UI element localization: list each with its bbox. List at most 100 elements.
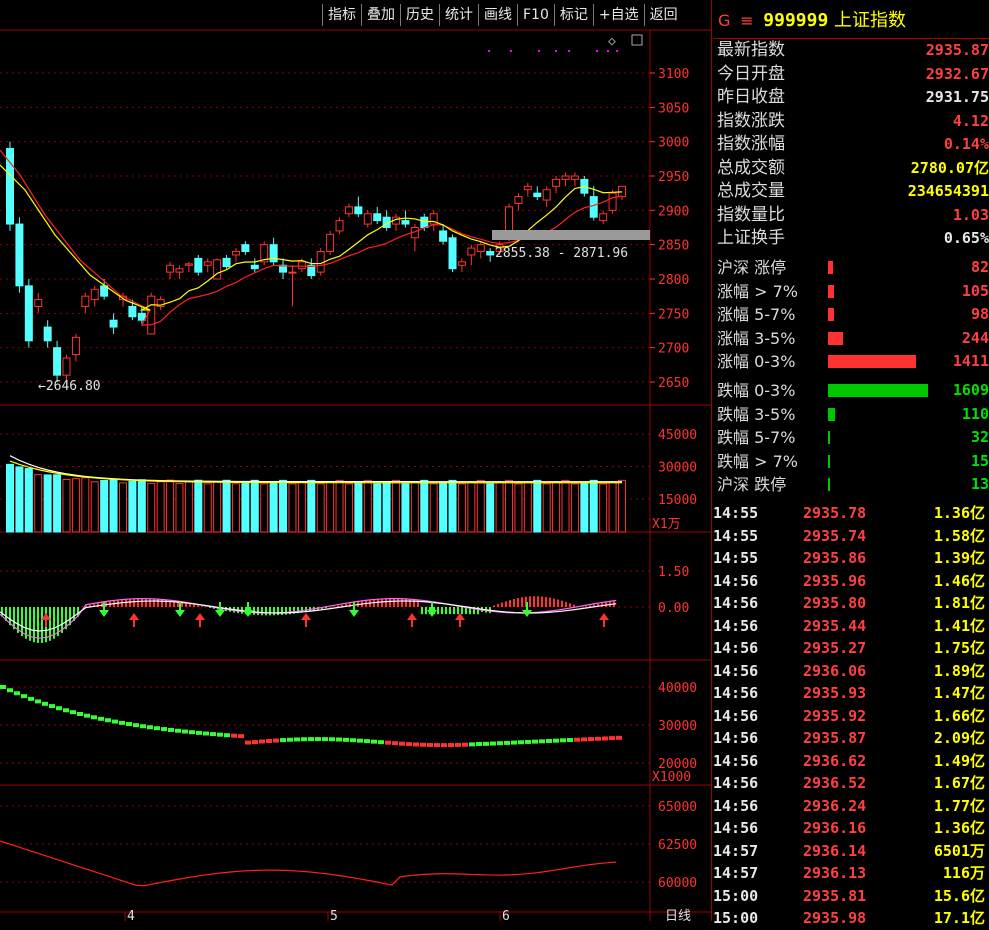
ind2-segment bbox=[574, 737, 580, 742]
breadth-bar bbox=[828, 261, 833, 274]
candle-body bbox=[100, 285, 109, 297]
ind2-segment bbox=[77, 711, 83, 716]
candle-body bbox=[486, 251, 495, 256]
quote-value: 2780.07亿 bbox=[910, 158, 989, 177]
candle-body bbox=[43, 326, 52, 342]
tick-time: 14:55 bbox=[713, 526, 759, 545]
tick-row: 14:55 2935.74 1.58亿 bbox=[713, 525, 985, 548]
tick-row: 14:56 2935.87 2.09亿 bbox=[713, 727, 985, 750]
kline-chart-area[interactable]: 3100 3050 3000 2950 2900 2850 2800 2750 2700 2650… bbox=[0, 0, 712, 921]
ind2-segment bbox=[595, 736, 601, 741]
breadth-row: 跌幅 > 7% 15 bbox=[717, 450, 989, 473]
volume-bar bbox=[128, 480, 137, 533]
breadth-label: 涨幅 > 7% bbox=[717, 281, 798, 301]
volume-bar bbox=[43, 474, 52, 533]
breadth-bar bbox=[828, 355, 916, 368]
candle-body bbox=[166, 264, 175, 273]
ind2-segment bbox=[21, 694, 27, 699]
quote-row: 昨日收盘 2931.75 bbox=[717, 86, 989, 109]
tick-row: 14:56 2936.62 1.49亿 bbox=[713, 750, 985, 773]
volume-bar bbox=[81, 477, 90, 533]
ind2-segment bbox=[63, 708, 69, 713]
quote-panel: G ≡ 999999 上证指数 最新指数 2935.87 今日开盘 2932.67… bbox=[713, 0, 989, 927]
tick-row: 14:56 2936.52 1.67亿 bbox=[713, 772, 985, 795]
volume-axis-label: 15000 bbox=[658, 493, 697, 508]
toolbar-button-4[interactable]: 画线 bbox=[478, 4, 517, 26]
tick-price: 2935.96 bbox=[803, 571, 867, 590]
toolbar-button-8[interactable]: 返回 bbox=[643, 4, 683, 26]
volume-bar bbox=[429, 483, 438, 533]
candle-body bbox=[269, 244, 278, 263]
ind2-segment bbox=[133, 723, 139, 728]
toolbar-button-2[interactable]: 历史 bbox=[400, 4, 439, 26]
volume-bar bbox=[495, 481, 504, 533]
volume-bar bbox=[505, 479, 514, 533]
volume-bar bbox=[184, 481, 193, 533]
volume-bar bbox=[24, 468, 33, 533]
tick-price: 2935.80 bbox=[803, 594, 867, 612]
volume-bar bbox=[269, 481, 278, 533]
marker-dot bbox=[607, 50, 609, 52]
ind2-unit-label: X1000 bbox=[652, 770, 691, 785]
ind2-segment bbox=[616, 735, 622, 740]
toolbar-button-5[interactable]: F10 bbox=[517, 4, 554, 26]
candle-body bbox=[589, 196, 598, 218]
breadth-row: 跌幅 0-3% 1609 bbox=[717, 379, 989, 402]
ind2-segment bbox=[413, 742, 419, 747]
tick-volume: 6501万 bbox=[933, 841, 985, 860]
ind2-segment bbox=[329, 737, 335, 742]
tick-time: 14:56 bbox=[713, 774, 759, 792]
ind2-segment bbox=[105, 718, 111, 723]
volume-bar bbox=[561, 479, 570, 533]
toolbar-button-0[interactable]: 指标 bbox=[322, 4, 361, 26]
tick-row: 14:57 2936.13 116万 bbox=[713, 862, 985, 885]
volume-bar bbox=[288, 483, 297, 533]
breadth-label: 沪深 涨停 bbox=[717, 258, 787, 277]
breadth-row: 沪深 涨停 82 bbox=[717, 256, 989, 279]
range-label: 2855.38 - 2871.96 bbox=[495, 246, 628, 261]
volume-bar bbox=[222, 479, 231, 533]
volume-bar bbox=[410, 481, 419, 533]
menu-icon[interactable]: ≡ bbox=[740, 11, 754, 30]
candle-body bbox=[213, 259, 222, 280]
breadth-value: 82 bbox=[970, 258, 989, 276]
toolbar-button-6[interactable]: 标记 bbox=[553, 4, 593, 26]
volume-bar bbox=[137, 479, 146, 533]
tick-row: 14:56 2935.96 1.46亿 bbox=[713, 570, 985, 593]
tick-volume: 116万 bbox=[942, 864, 985, 882]
ind2-segment bbox=[448, 743, 454, 748]
ind2-segment bbox=[252, 740, 258, 745]
signal-arrow-head bbox=[455, 613, 465, 620]
ind2-segment bbox=[434, 743, 440, 748]
toolbar-button-1[interactable]: 叠加 bbox=[361, 4, 400, 26]
quote-label: 上证换手 bbox=[717, 228, 785, 248]
tick-price: 2935.27 bbox=[803, 639, 867, 657]
quote-value: 0.14% bbox=[943, 135, 989, 153]
ind2-segment bbox=[210, 732, 216, 737]
ind2-segment bbox=[308, 737, 314, 742]
candle-body bbox=[231, 251, 240, 256]
quote-value: 2935.87 bbox=[925, 41, 989, 59]
ind2-segment bbox=[266, 739, 272, 744]
tick-time: 14:55 bbox=[713, 549, 759, 567]
candle-body bbox=[6, 148, 14, 225]
toolbar-button-7[interactable]: +自选 bbox=[592, 4, 644, 26]
volume-bar bbox=[260, 483, 269, 533]
quote-label: 总成交量 bbox=[717, 181, 785, 201]
ind2-segment bbox=[609, 736, 615, 741]
tick-volume: 1.47亿 bbox=[933, 684, 985, 702]
ind2-segment bbox=[147, 725, 153, 730]
low-price-label: ←2646.80 bbox=[38, 379, 101, 394]
toolbar-button-3[interactable]: 统计 bbox=[439, 4, 478, 26]
tick-row: 15:00 2935.81 15.6亿 bbox=[713, 885, 985, 908]
candle-body bbox=[608, 192, 617, 211]
tick-time: 14:56 bbox=[713, 639, 759, 657]
price-axis-label: 2850 bbox=[658, 239, 689, 254]
tick-time: 14:56 bbox=[713, 729, 759, 747]
breadth-row: 涨幅 3-5% 244 bbox=[717, 327, 989, 350]
candle-body bbox=[344, 206, 353, 215]
tick-row: 14:56 2935.80 1.81亿 bbox=[713, 592, 985, 615]
candle-body bbox=[476, 244, 485, 253]
volume-bar bbox=[250, 479, 259, 533]
ind3-axis-label: 65000 bbox=[658, 800, 697, 815]
